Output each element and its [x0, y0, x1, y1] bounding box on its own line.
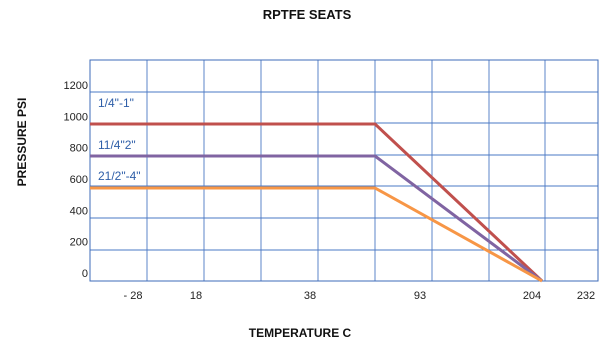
- y-tick-label: 1000: [64, 111, 88, 123]
- x-tick-label: 93: [414, 290, 426, 302]
- x-tick-label: 232: [577, 290, 595, 302]
- chart-title: RPTFE SEATS: [263, 7, 352, 22]
- series-labels: 1/4"-1" 11/4"2" 21/2"-4": [98, 96, 141, 183]
- x-axis-title: TEMPERATURE C: [249, 326, 352, 340]
- y-tick-label: 0: [82, 268, 88, 280]
- series-line: [90, 186, 543, 283]
- y-tick-label: 1200: [64, 80, 88, 92]
- y-tick-label: 600: [70, 174, 88, 186]
- grid: [89, 59, 599, 282]
- x-tick-label: 38: [304, 290, 316, 302]
- plot-frame: [89, 59, 599, 282]
- series-line: [90, 154, 543, 283]
- x-tick-label: - 28: [124, 290, 143, 302]
- series-label: 1/4"-1": [98, 96, 134, 110]
- series-lines: [90, 122, 544, 283]
- y-tick-label: 400: [70, 205, 88, 217]
- series-label: 11/4"2": [98, 138, 136, 152]
- tick-labels: 0 200 400 600 800 1000 1200 - 28 18 38 93 204 232: [64, 80, 596, 302]
- y-tick-label: 800: [70, 143, 88, 155]
- series-label: 21/2"-4": [98, 169, 141, 183]
- x-tick-label: 18: [190, 290, 202, 302]
- x-tick-label: 204: [523, 290, 541, 302]
- series-line: [90, 122, 544, 283]
- y-tick-label: 200: [70, 237, 88, 249]
- y-axis-title: PRESSURE PSI: [15, 98, 29, 187]
